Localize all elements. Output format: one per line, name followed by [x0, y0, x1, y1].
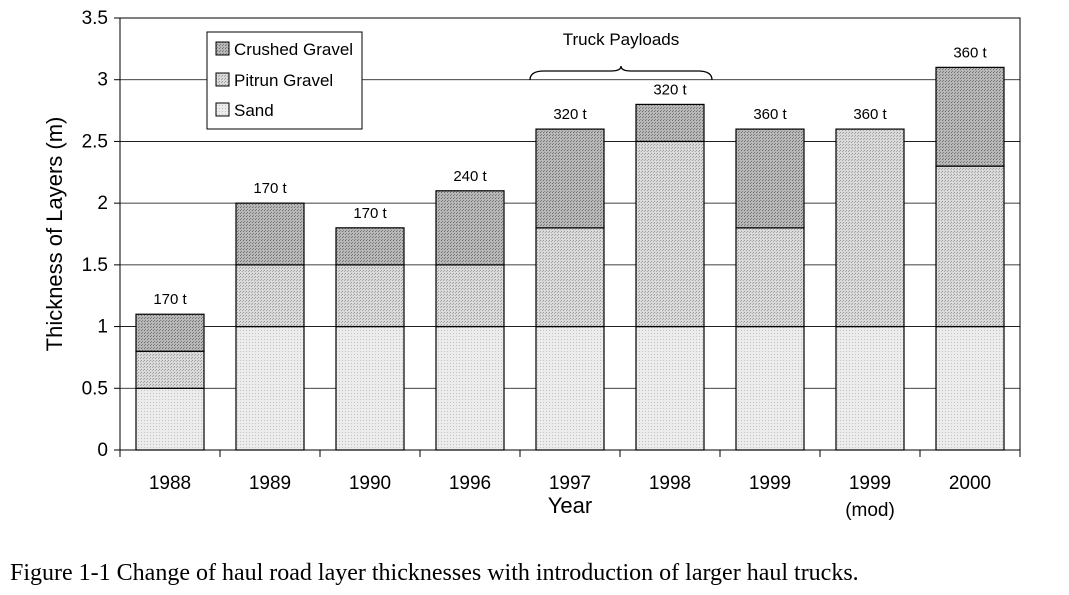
y-tick-label: 3	[97, 70, 108, 91]
legend: Crushed Gravel Pitrun Gravel Sand	[206, 31, 363, 130]
bar-segment-sand	[735, 325, 805, 451]
bar-segment-pitrun-gravel	[735, 227, 805, 328]
bar-segment-pitrun-gravel	[235, 264, 305, 328]
bar-segment-pitrun-gravel	[535, 227, 605, 328]
axes: 0 0.5 1 1.5 2 2.5 3 3.5 1988 1989 1990 1996 1997 1998…	[82, 8, 1021, 521]
x-tick-label-line2: (mod)	[845, 500, 895, 521]
x-axis-title: Year	[548, 493, 592, 518]
legend-swatch-sand	[215, 102, 230, 117]
y-tick-label: 0	[97, 440, 108, 461]
bar-segment-crushed-gravel	[735, 128, 805, 229]
bar-segment-crushed-gravel	[635, 103, 705, 143]
bar-payload-label: 240 t	[453, 168, 487, 185]
legend-label-crushed-gravel: Crushed Gravel	[234, 40, 353, 59]
bar-segment-crushed-gravel	[235, 202, 305, 266]
bar-segment-pitrun-gravel	[335, 264, 405, 328]
bar-segment-pitrun-gravel	[935, 165, 1005, 328]
legend-box	[206, 31, 363, 130]
bar-payload-label: 170 t	[253, 180, 287, 197]
x-tick-label: 1990	[349, 473, 391, 494]
y-tick-label: 1.5	[82, 255, 108, 276]
x-tick-label: 1998	[649, 473, 691, 494]
bar-segment-pitrun-gravel	[835, 128, 905, 328]
legend-swatch-pitrun-gravel	[215, 72, 230, 87]
x-tick-label: 1999	[849, 473, 891, 494]
plot-area-border	[119, 17, 1021, 451]
x-tick-label: 1989	[249, 473, 291, 494]
bar-segment-crushed-gravel	[435, 190, 505, 266]
bar-segment-pitrun-gravel	[635, 140, 705, 328]
bar-segment-sand	[835, 325, 905, 451]
y-tick-label: 2	[97, 193, 108, 214]
brace-shape	[529, 65, 713, 81]
bar-segment-sand	[935, 325, 1005, 451]
truck-payloads-brace: Truck Payloads	[529, 30, 713, 81]
x-tick-label: 1999	[749, 473, 791, 494]
y-tick-label: 3.5	[82, 8, 108, 29]
legend-label-sand: Sand	[234, 101, 274, 120]
x-tick-label: 1996	[449, 473, 491, 494]
bar-segment-crushed-gravel	[335, 227, 405, 266]
bar-segment-pitrun-gravel	[435, 264, 505, 328]
x-tick-label: 1988	[149, 473, 191, 494]
bar-payload-label: 360 t	[753, 106, 787, 123]
bar-payload-label: 360 t	[953, 44, 987, 61]
figure-caption: Figure 1-1 Change of haul road layer thi…	[10, 560, 859, 586]
bar-segment-sand	[335, 325, 405, 451]
bar-payload-label: 360 t	[853, 106, 887, 123]
bars	[135, 66, 1005, 451]
y-tick-label: 1	[97, 317, 108, 338]
bar-segment-sand	[235, 325, 305, 451]
x-tick-label: 1997	[549, 473, 591, 494]
legend-swatch-crushed-gravel	[215, 41, 230, 56]
y-tick-label: 0.5	[82, 378, 108, 399]
truck-payloads-label: Truck Payloads	[563, 30, 680, 49]
bar-segment-crushed-gravel	[135, 313, 205, 352]
bar-segment-pitrun-gravel	[135, 350, 205, 389]
bar-payload-label: 170 t	[153, 291, 187, 308]
bar-segment-crushed-gravel	[935, 66, 1005, 167]
y-tick-label: 2.5	[82, 131, 108, 152]
stacked-bar-chart: 0 0.5 1 1.5 2 2.5 3 3.5 1988 1989 1990 1996 1997 1998…	[42, 8, 1021, 521]
bar-payload-label: 320 t	[553, 106, 587, 123]
bar-segment-sand	[635, 325, 705, 451]
bar-segment-sand	[135, 387, 205, 451]
bar-payload-label: 320 t	[653, 81, 687, 98]
y-axis-title: Thickness of Layers (m)	[42, 117, 67, 352]
bar-segment-sand	[535, 325, 605, 451]
bar-payload-label: 170 t	[353, 205, 387, 222]
legend-label-pitrun-gravel: Pitrun Gravel	[234, 71, 333, 90]
bar-labels: 170 t 170 t 170 t 240 t 320 t 320 t 360 t 360 t…	[153, 44, 987, 308]
bar-segment-sand	[435, 325, 505, 451]
bar-segment-crushed-gravel	[535, 128, 605, 229]
x-tick-label: 2000	[949, 473, 991, 494]
